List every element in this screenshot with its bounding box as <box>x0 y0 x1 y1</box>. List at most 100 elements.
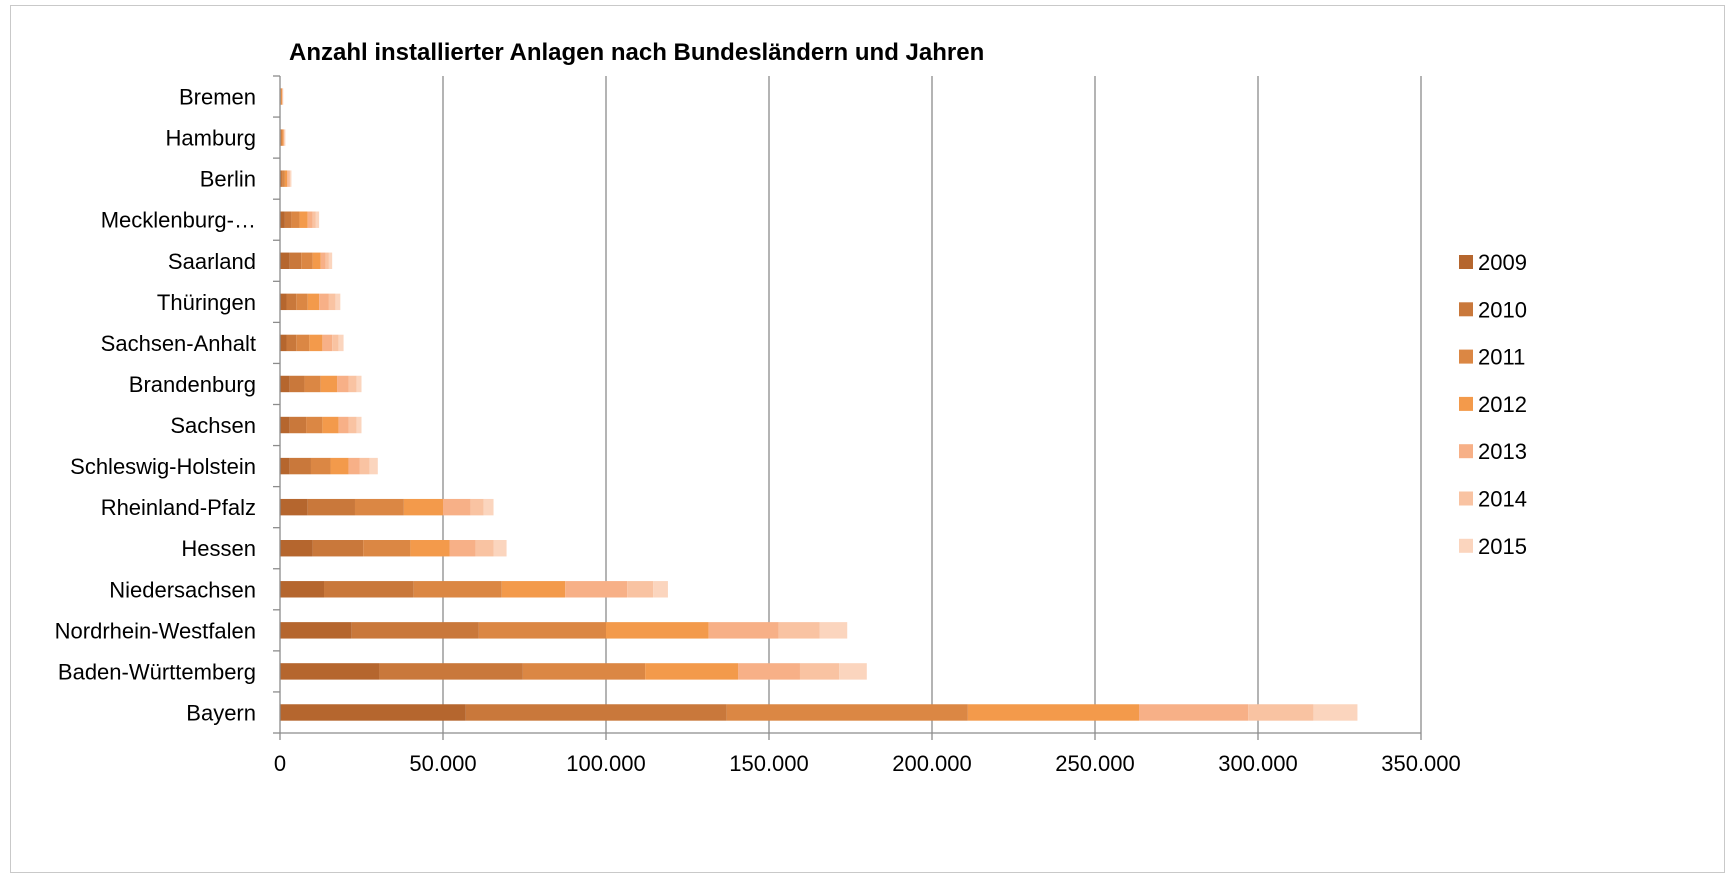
legend-swatch-2010 <box>1459 302 1473 317</box>
legend-swatch-2009 <box>1459 255 1473 269</box>
bar-9-2010 <box>289 457 311 475</box>
bar-4-2011 <box>301 252 313 269</box>
bar-4-2010 <box>289 252 302 269</box>
bar-11-2013 <box>449 540 476 557</box>
bar-7-2015 <box>356 375 362 393</box>
bar-7-2012 <box>320 375 338 393</box>
bar-1-2012 <box>282 129 284 146</box>
x-tick-label-4: 200.000 <box>892 751 972 776</box>
bar-8-2013 <box>338 416 349 434</box>
legend-label-2015: 2015 <box>1478 534 1527 559</box>
bar-14-2015 <box>839 663 867 680</box>
category-label-3: Mecklenburg-… <box>101 208 256 233</box>
bar-5-2013 <box>319 293 329 311</box>
bar-11-2012 <box>410 540 450 557</box>
bar-13-2010 <box>351 622 479 639</box>
category-label-9: Schleswig-Holstein <box>70 454 256 479</box>
bar-3-2015 <box>315 211 320 228</box>
bar-4-2014 <box>325 252 329 269</box>
x-tick-label-7: 350.000 <box>1381 751 1461 776</box>
bar-6-2012 <box>309 334 323 352</box>
bar-12-2013 <box>565 581 628 598</box>
bar-13-2015 <box>819 622 848 639</box>
bar-10-2011 <box>354 498 404 516</box>
bar-4-2013 <box>320 252 326 269</box>
bar-12-2011 <box>413 581 502 598</box>
legend-label-2009: 2009 <box>1478 250 1527 275</box>
chart-title: Anzahl installierter Anlagen nach Bundes… <box>289 39 984 66</box>
category-label-4: Saarland <box>168 249 256 274</box>
bar-9-2015 <box>369 457 378 475</box>
bar-12-2009 <box>280 581 325 598</box>
bar-8-2012 <box>322 416 339 434</box>
legend-label-2010: 2010 <box>1478 297 1527 322</box>
category-label-5: Thüringen <box>157 290 256 315</box>
bar-8-2014 <box>348 416 357 434</box>
bar-3-2009 <box>280 211 285 228</box>
bar-6-2010 <box>286 334 297 352</box>
bar-7-2009 <box>280 375 290 393</box>
category-label-13: Nordrhein-Westfalen <box>55 618 256 643</box>
bar-1-2014 <box>284 129 285 146</box>
bar-7-2010 <box>289 375 305 393</box>
legend-swatch-2015 <box>1459 538 1473 553</box>
bar-8-2011 <box>306 416 323 434</box>
bar-10-2012 <box>403 498 443 516</box>
bar-13-2009 <box>280 622 352 639</box>
bar-5-2015 <box>335 293 341 311</box>
bar-15-2010 <box>465 704 727 721</box>
bar-6-2011 <box>296 334 310 352</box>
chart-frame: Anzahl installierter Anlagen nach Bundes… <box>10 5 1725 873</box>
legend: 2009 2010 2011 2012 2013 2014 2015 <box>1459 250 1527 559</box>
bar-5-2014 <box>328 293 336 311</box>
bar-14-2009 <box>280 663 380 680</box>
bar-3-2014 <box>312 211 316 228</box>
bar-10-2009 <box>280 498 308 516</box>
bar-8-2009 <box>280 416 290 434</box>
bar-10-2014 <box>470 498 484 516</box>
bar-14-2014 <box>799 663 840 680</box>
bar-6-2015 <box>338 334 344 352</box>
x-tick-label-2: 100.000 <box>566 751 646 776</box>
bar-5-2009 <box>280 293 287 311</box>
bar-1-2013 <box>283 129 285 146</box>
category-label-14: Baden-Württemberg <box>58 659 256 684</box>
gridlines <box>442 76 1422 733</box>
bar-6-2013 <box>322 334 333 352</box>
bar-7-2013 <box>337 375 349 393</box>
bar-14-2012 <box>645 663 739 680</box>
legend-swatch-2013 <box>1459 444 1473 459</box>
x-tick-label-1: 50.000 <box>409 751 476 776</box>
bar-5-2010 <box>286 293 297 311</box>
category-label-2: Berlin <box>200 167 256 192</box>
bar-9-2009 <box>280 457 290 475</box>
axes <box>273 75 1422 740</box>
legend-label-2011: 2011 <box>1478 345 1525 370</box>
legend-swatch-2012 <box>1459 396 1473 411</box>
bar-2-2010 <box>280 170 283 187</box>
bar-15-2013 <box>1139 704 1249 721</box>
bar-10-2010 <box>307 498 355 516</box>
category-label-12: Niedersachsen <box>109 577 256 602</box>
bar-3-2012 <box>299 211 308 228</box>
bar-3-2013 <box>307 211 313 228</box>
bar-13-2013 <box>708 622 779 639</box>
category-label-6: Sachsen-Anhalt <box>101 331 256 356</box>
x-tick-label-0: 0 <box>274 751 286 776</box>
category-label-1: Hamburg <box>166 126 256 151</box>
bar-15-2009 <box>280 704 466 721</box>
bar-4-2015 <box>328 252 333 269</box>
bars-group <box>280 88 1358 721</box>
x-tick-label-5: 250.000 <box>1055 751 1135 776</box>
category-labels: Bremen Hamburg Berlin Mecklenburg-… Saarland… <box>55 85 256 726</box>
bar-13-2011 <box>478 622 606 639</box>
x-tick-labels: 0 50.000 100.000 150.000 200.000 250.000 300.0… <box>274 751 1461 776</box>
bar-11-2011 <box>363 540 411 557</box>
bar-11-2015 <box>493 540 507 557</box>
x-tick-label-3: 150.000 <box>729 751 809 776</box>
legend-swatch-2011 <box>1459 349 1473 364</box>
bar-10-2013 <box>443 498 471 516</box>
legend-label-2012: 2012 <box>1478 392 1527 417</box>
category-label-8: Sachsen <box>170 413 256 438</box>
bar-0-2012 <box>281 88 283 105</box>
